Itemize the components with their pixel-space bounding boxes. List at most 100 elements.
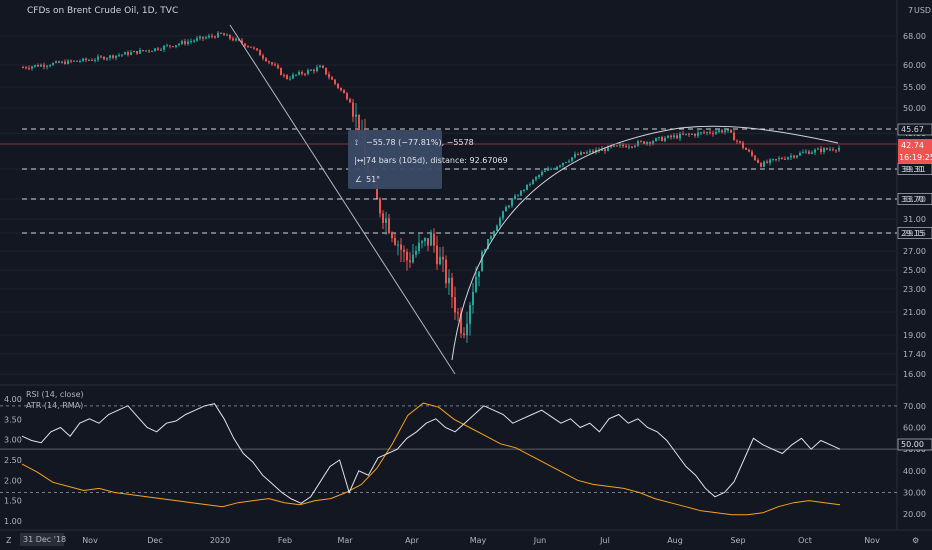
candle-body [349,99,351,103]
candle-body [82,58,84,62]
price-axis[interactable]: 68.0060.0055.0050.0045.0039.3133.7031.00… [903,32,926,379]
time-axis-start[interactable]: 31 Dec '18 [20,533,66,546]
candle-body [382,213,384,223]
time-tick-label: Oct [798,536,812,545]
atr-tick-label: 2.50 [4,456,22,465]
candle-body [196,38,198,41]
candle-body [619,144,621,146]
candle-body [289,78,291,80]
candle-body [58,61,60,63]
horizontal-levels[interactable]: 39.31 33.70 29.15 [22,128,932,239]
candle-body [118,55,120,57]
settings-gear-icon[interactable]: ⚙ [912,536,919,545]
price-tick-label: 25.00 [903,266,926,275]
candle-body [835,150,837,152]
candle-body [568,160,570,163]
candle-body [34,64,36,67]
candle-body [808,151,810,154]
candle-body [391,233,393,238]
time-tick-label: 2020 [210,536,230,545]
chart-title: CFDs on Brent Crude Oil, 1D, TVC [27,6,178,16]
candle-body [259,50,261,56]
candle-body [49,65,51,67]
timezone-icon[interactable]: Z [6,536,12,545]
candle-body [46,65,48,67]
candle-body [685,133,687,135]
time-tick-label: Mar [337,536,353,545]
candle-body [508,205,510,208]
candle-body [199,36,201,39]
candle-body [31,66,33,69]
candle-body [559,165,561,167]
candle-body [73,60,75,62]
candle-body [217,32,219,38]
candle-body [211,35,213,37]
time-axis[interactable]: Nov Dec 2020 Feb Mar Apr May Jun Jul Aug Sep Oct Nov [82,536,880,545]
candle-body [166,45,168,47]
candle-body [589,150,591,153]
candle-body [115,55,117,58]
candle-body [256,48,258,51]
atr-tick-label: 3.00 [4,436,22,445]
candle-body [826,148,828,150]
candle-body [130,52,132,55]
candle-body [778,158,780,160]
candle-body [715,131,717,134]
candle-body [187,41,189,44]
atr-tick-label: 1.50 [4,497,22,506]
rsi-legend[interactable]: RSI (14, close) [26,390,84,399]
candle-body [730,129,732,133]
candle-body [502,211,504,219]
rsi-tick-label: 20.00 [903,510,926,519]
rsi-tick-label: 70.00 [903,402,926,411]
candle-body [574,154,576,158]
candle-body [583,152,585,154]
candle-body [631,146,633,148]
candle-body [76,60,78,62]
candle-body [724,130,726,133]
candle-body [40,64,42,67]
price-tick-label: 55.00 [903,83,926,92]
rsi-current-badge: 50.00 [897,438,932,451]
candle-body [460,313,462,334]
candle-body [505,207,507,212]
candle-body [94,59,96,61]
candle-body [757,159,759,163]
candle-body [388,218,390,234]
bar-countdown: 16:19:25 [899,153,932,162]
candle-body [253,47,255,49]
candle-body [700,132,702,134]
candle-body [514,195,516,200]
candle-body [781,158,783,160]
candle-body [655,138,657,142]
currency-label[interactable]: USD [914,6,931,15]
measure-tooltip[interactable]: ⟟ −55.78 (−77.81%), −5578 |↔| 74 bars (1… [348,130,508,189]
candle-body [751,151,753,156]
candle-body [538,174,540,178]
price-tick-label: 39.31 [903,165,926,174]
candle-body [670,135,672,138]
candle-body [430,233,432,246]
candle-body [709,132,711,134]
candle-body [409,260,411,263]
candle-body [652,141,654,144]
candle-body [838,147,840,151]
candle-body [214,36,216,38]
candle-body [67,60,69,65]
candle-body [148,50,150,52]
candle-body [673,135,675,138]
candle-body [304,73,306,75]
candle-body [748,149,750,152]
candle-body [790,155,792,158]
candle-body [334,79,336,84]
candle-body [418,242,420,252]
candle-body [100,56,102,58]
candle-body [397,244,399,246]
rsi-tick-label: 40.00 [903,467,926,476]
candle-body [286,75,288,79]
trend-line[interactable] [229,24,456,375]
candle-body [739,141,741,143]
rounding-arc[interactable] [451,125,839,361]
candle-body [232,38,234,41]
